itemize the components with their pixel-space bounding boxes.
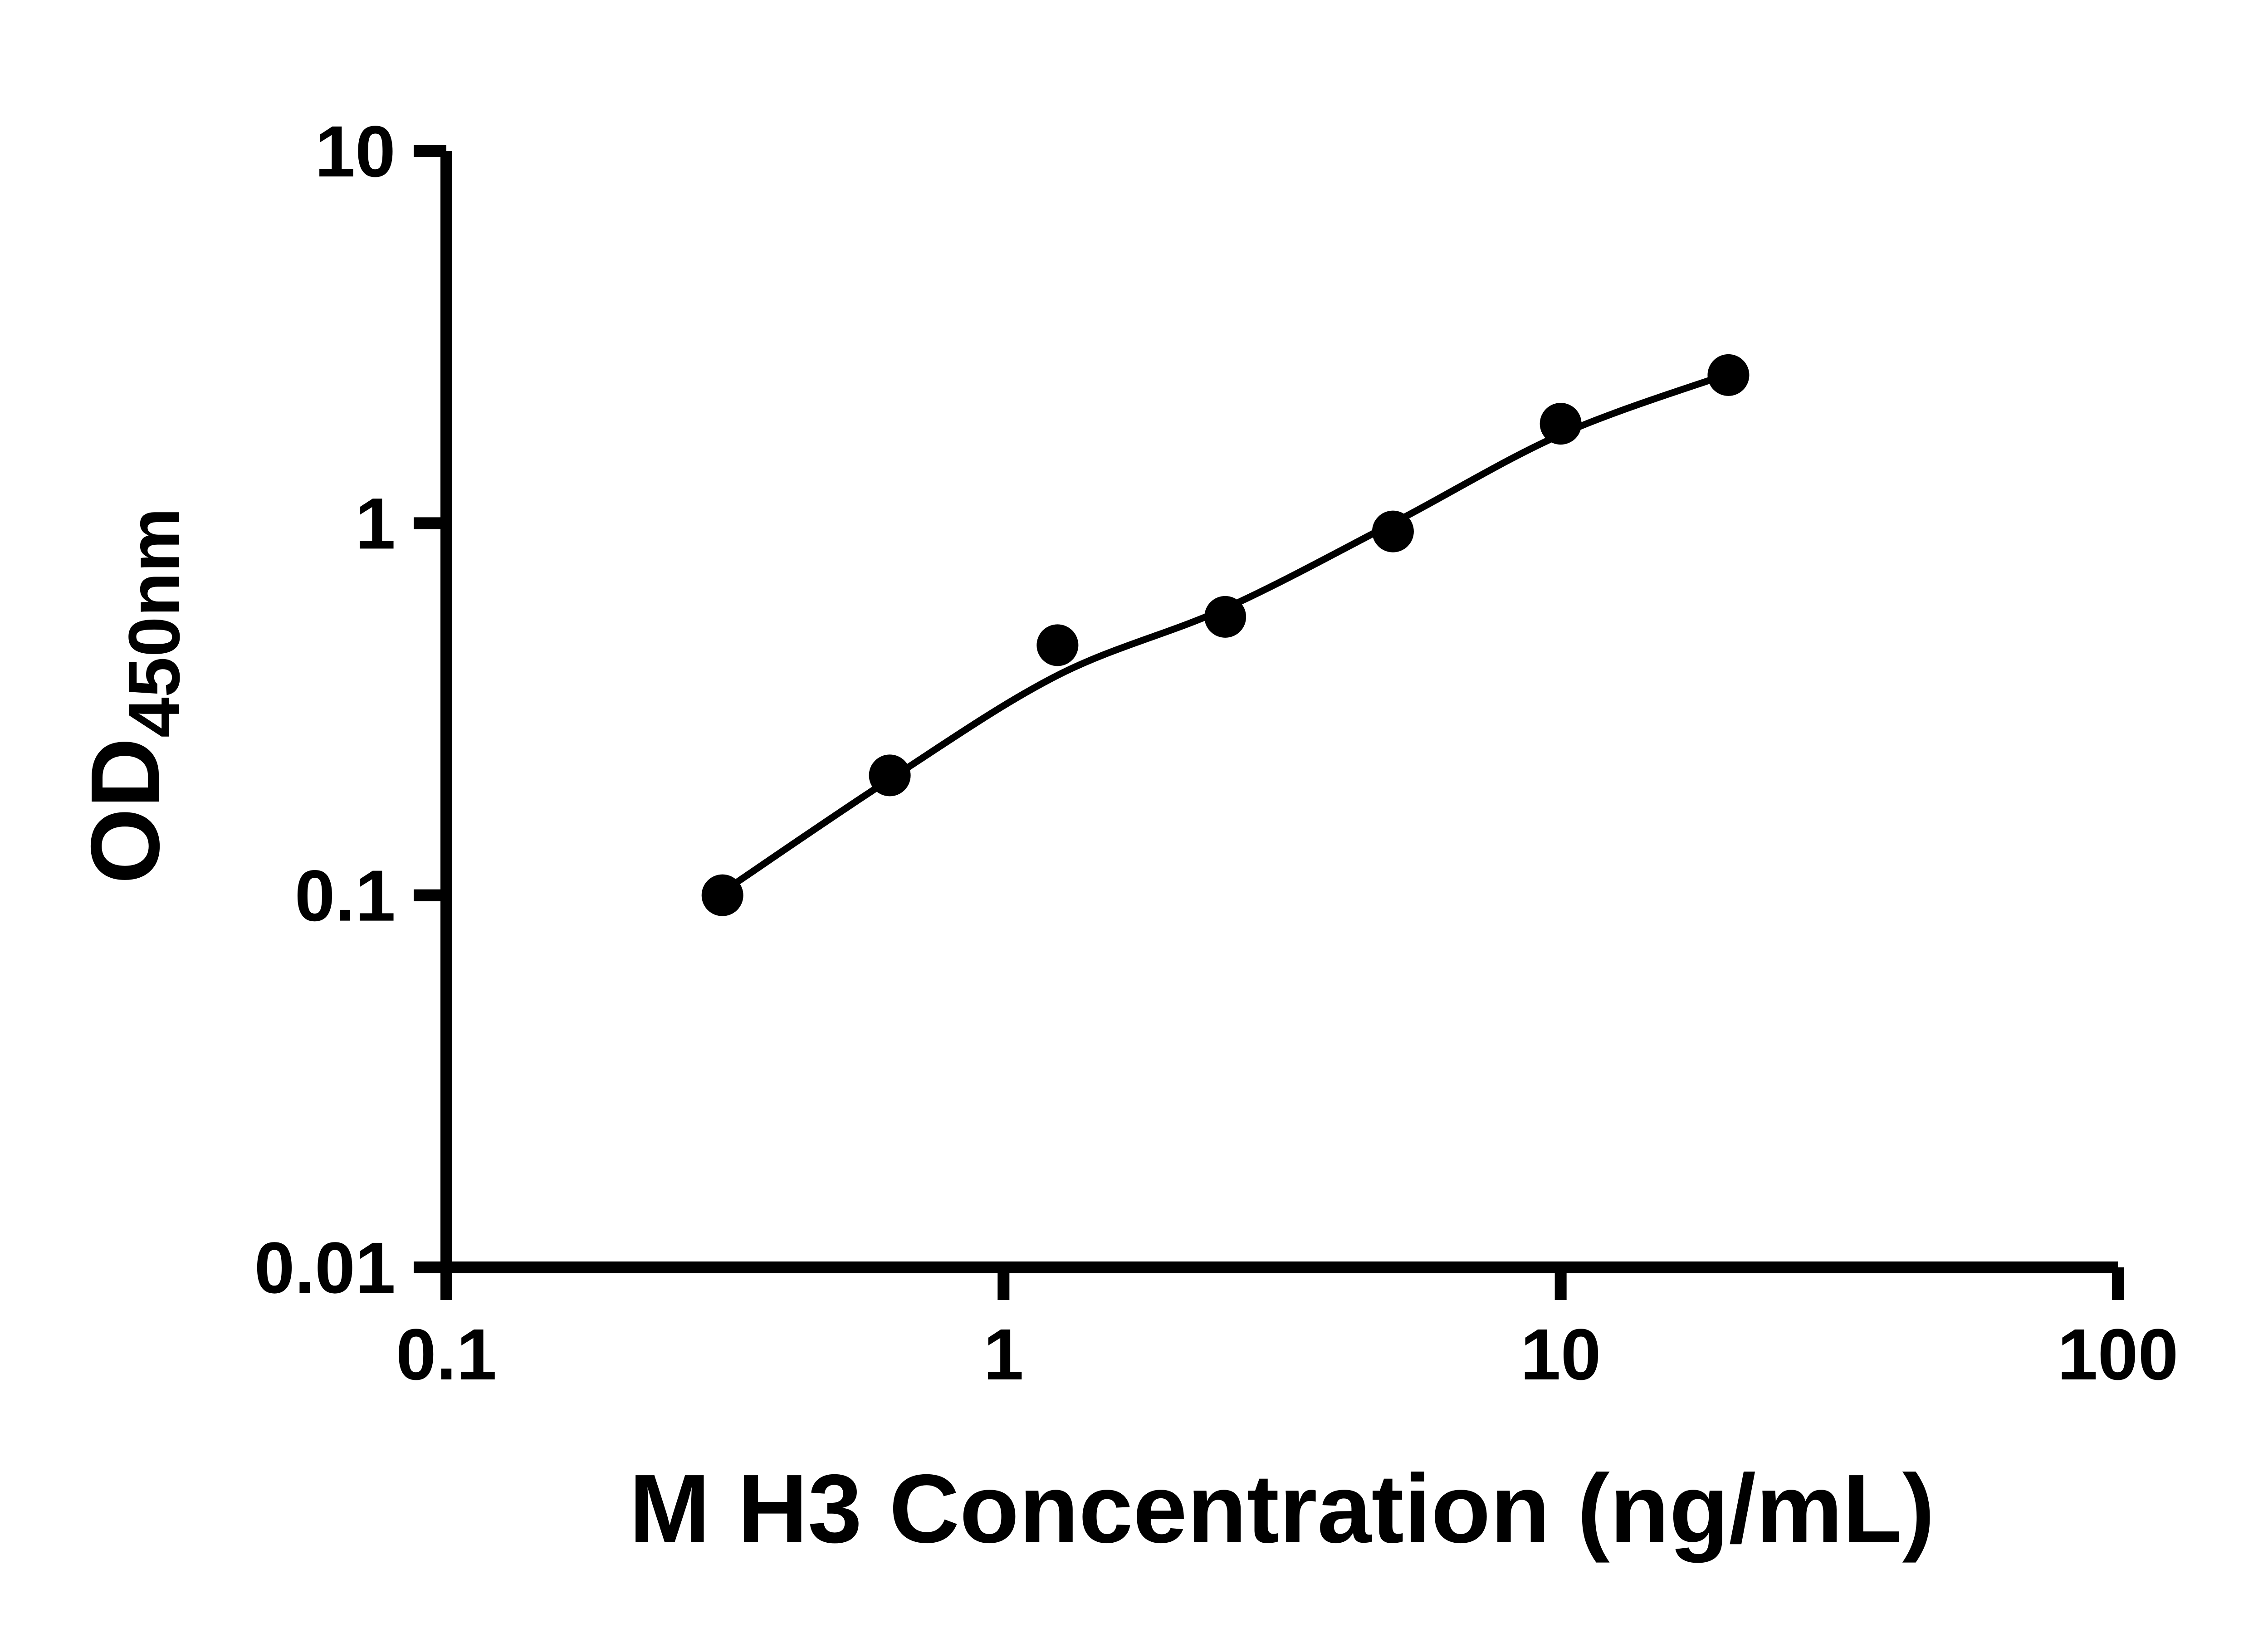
y-tick-label: 10 bbox=[315, 111, 396, 192]
data-point bbox=[701, 874, 743, 916]
data-point bbox=[1707, 354, 1750, 396]
y-axis-title: OD450nm bbox=[70, 508, 195, 884]
y-tick-label: 0.01 bbox=[254, 1227, 396, 1308]
y-tick-label: 0.1 bbox=[295, 855, 396, 936]
x-tick-label: 1 bbox=[983, 1314, 1024, 1395]
y-axis-title-main: OD bbox=[70, 738, 180, 884]
data-point bbox=[1540, 403, 1582, 445]
axes bbox=[414, 145, 2124, 1300]
data-point bbox=[1204, 596, 1246, 638]
x-tick-label: 100 bbox=[2058, 1314, 2179, 1395]
x-axis-title: M H3 Concentration (ng/mL) bbox=[629, 1454, 1935, 1563]
y-tick-label: 1 bbox=[355, 483, 396, 564]
data-point bbox=[869, 754, 911, 797]
data-point bbox=[1372, 510, 1414, 552]
y-axis-title-subscript: 450nm bbox=[113, 508, 195, 738]
data-points bbox=[701, 354, 1750, 916]
data-point bbox=[1036, 624, 1079, 666]
x-tick-label: 10 bbox=[1520, 1314, 1601, 1395]
x-tick-label: 0.1 bbox=[396, 1314, 497, 1395]
